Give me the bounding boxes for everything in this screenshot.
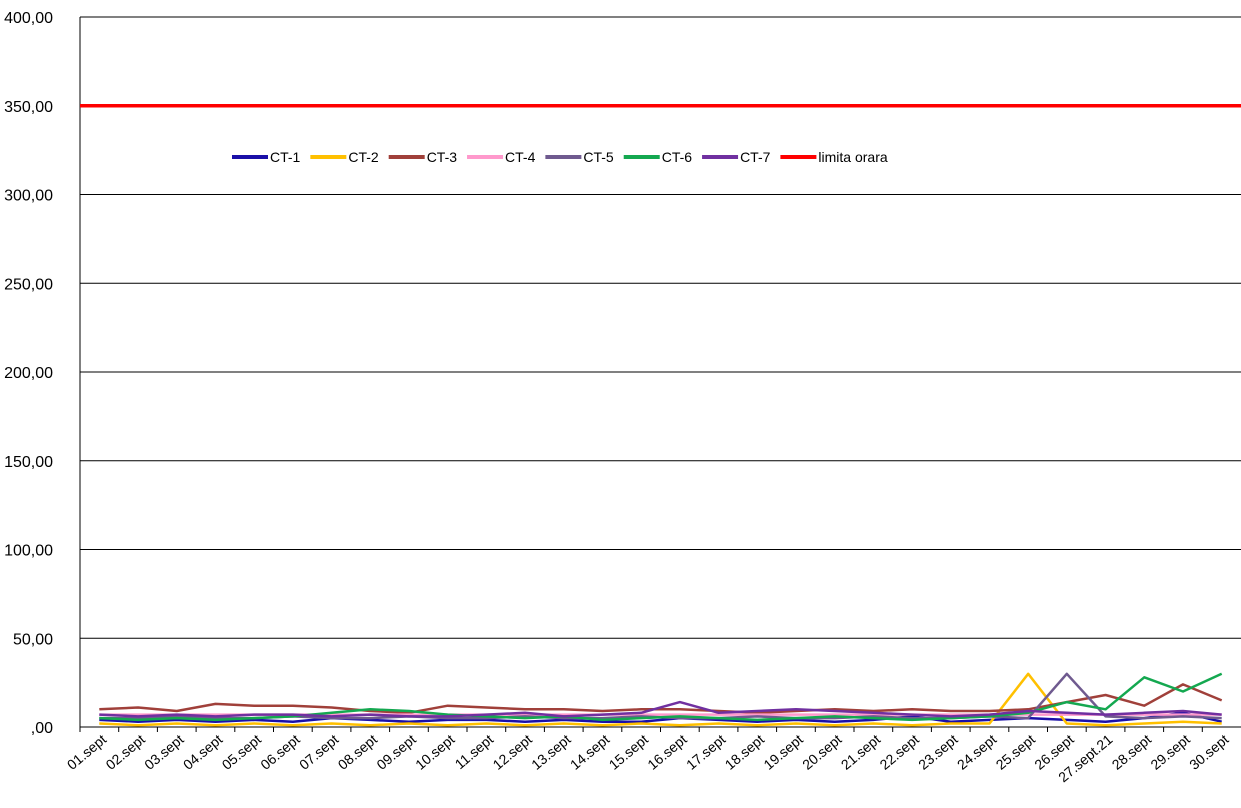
y-tick-label: 150,00 <box>4 454 53 471</box>
x-tick-label: 15.sept <box>606 731 652 773</box>
legend: CT-1 CT-2 CT-3 CT-4 CT-5 CT-6 CT-7 limita orara <box>232 149 888 165</box>
x-tick-label: 21.sept <box>838 731 884 773</box>
x-tick-label: 07.sept <box>296 731 342 773</box>
legend-label: CT-2 <box>348 149 379 165</box>
x-axis: 01.sept02.sept03.sept04.sept05.sept06.se… <box>64 727 1232 785</box>
x-tick-label: 30.sept <box>1186 731 1232 773</box>
series-line <box>99 672 1222 727</box>
x-tick-label: 06.sept <box>257 731 303 773</box>
y-tick-label: 100,00 <box>4 543 53 560</box>
x-tick-label: 20.sept <box>799 731 845 773</box>
series-lines <box>80 104 1241 727</box>
x-tick-label: 04.sept <box>180 731 226 773</box>
x-tick-label: 11.sept <box>452 731 497 772</box>
grid-lines <box>79 16 1241 728</box>
x-tick-label: 02.sept <box>103 731 149 773</box>
y-tick-label: 250,00 <box>4 276 53 293</box>
x-tick-label: 23.sept <box>915 731 961 773</box>
x-tick-label: 03.sept <box>141 731 187 773</box>
x-tick-label: 13.sept <box>528 731 574 773</box>
series-line <box>99 711 1222 723</box>
x-tick-label: 28.sept <box>1109 731 1155 773</box>
x-tick-label: 29.sept <box>1147 731 1193 773</box>
y-tick-label: 350,00 <box>4 99 53 116</box>
x-tick-label: 12.sept <box>490 731 536 773</box>
x-tick-label: 25.sept <box>993 731 1039 773</box>
y-tick-label: 200,00 <box>4 365 53 382</box>
x-tick-label: 10.sept <box>412 731 458 773</box>
x-tick-label: 09.sept <box>373 731 419 773</box>
y-tick-label: 400,00 <box>4 10 53 27</box>
x-tick-label: 24.sept <box>954 731 1000 773</box>
legend-label: CT-3 <box>427 149 458 165</box>
series-line <box>99 700 1222 718</box>
legend-label: CT-6 <box>662 149 693 165</box>
x-tick-label: 14.sept <box>567 731 613 773</box>
x-tick-label: 18.sept <box>722 731 768 773</box>
y-tick-label: ,00 <box>31 720 53 737</box>
x-tick-label: 01.sept <box>64 731 110 773</box>
legend-label: CT-7 <box>740 149 771 165</box>
x-tick-label: 16.sept <box>644 731 690 773</box>
series-line <box>99 683 1223 715</box>
y-tick-label: 50,00 <box>13 631 53 648</box>
y-axis-ticks: ,00 50,00 100,00 150,00 200,00 250,00 300,00 35… <box>4 10 53 737</box>
x-tick-label: 08.sept <box>335 731 381 773</box>
x-tick-label: 05.sept <box>219 731 265 773</box>
x-tick-label: 17.sept <box>683 731 729 773</box>
legend-label: CT-5 <box>583 149 614 165</box>
x-tick-label: 22.sept <box>877 731 923 773</box>
legend-label: limita orara <box>818 149 887 165</box>
legend-label: CT-4 <box>505 149 536 165</box>
x-tick-label: 19.sept <box>760 731 806 773</box>
legend-label: CT-1 <box>270 149 301 165</box>
y-tick-label: 300,00 <box>4 188 53 205</box>
